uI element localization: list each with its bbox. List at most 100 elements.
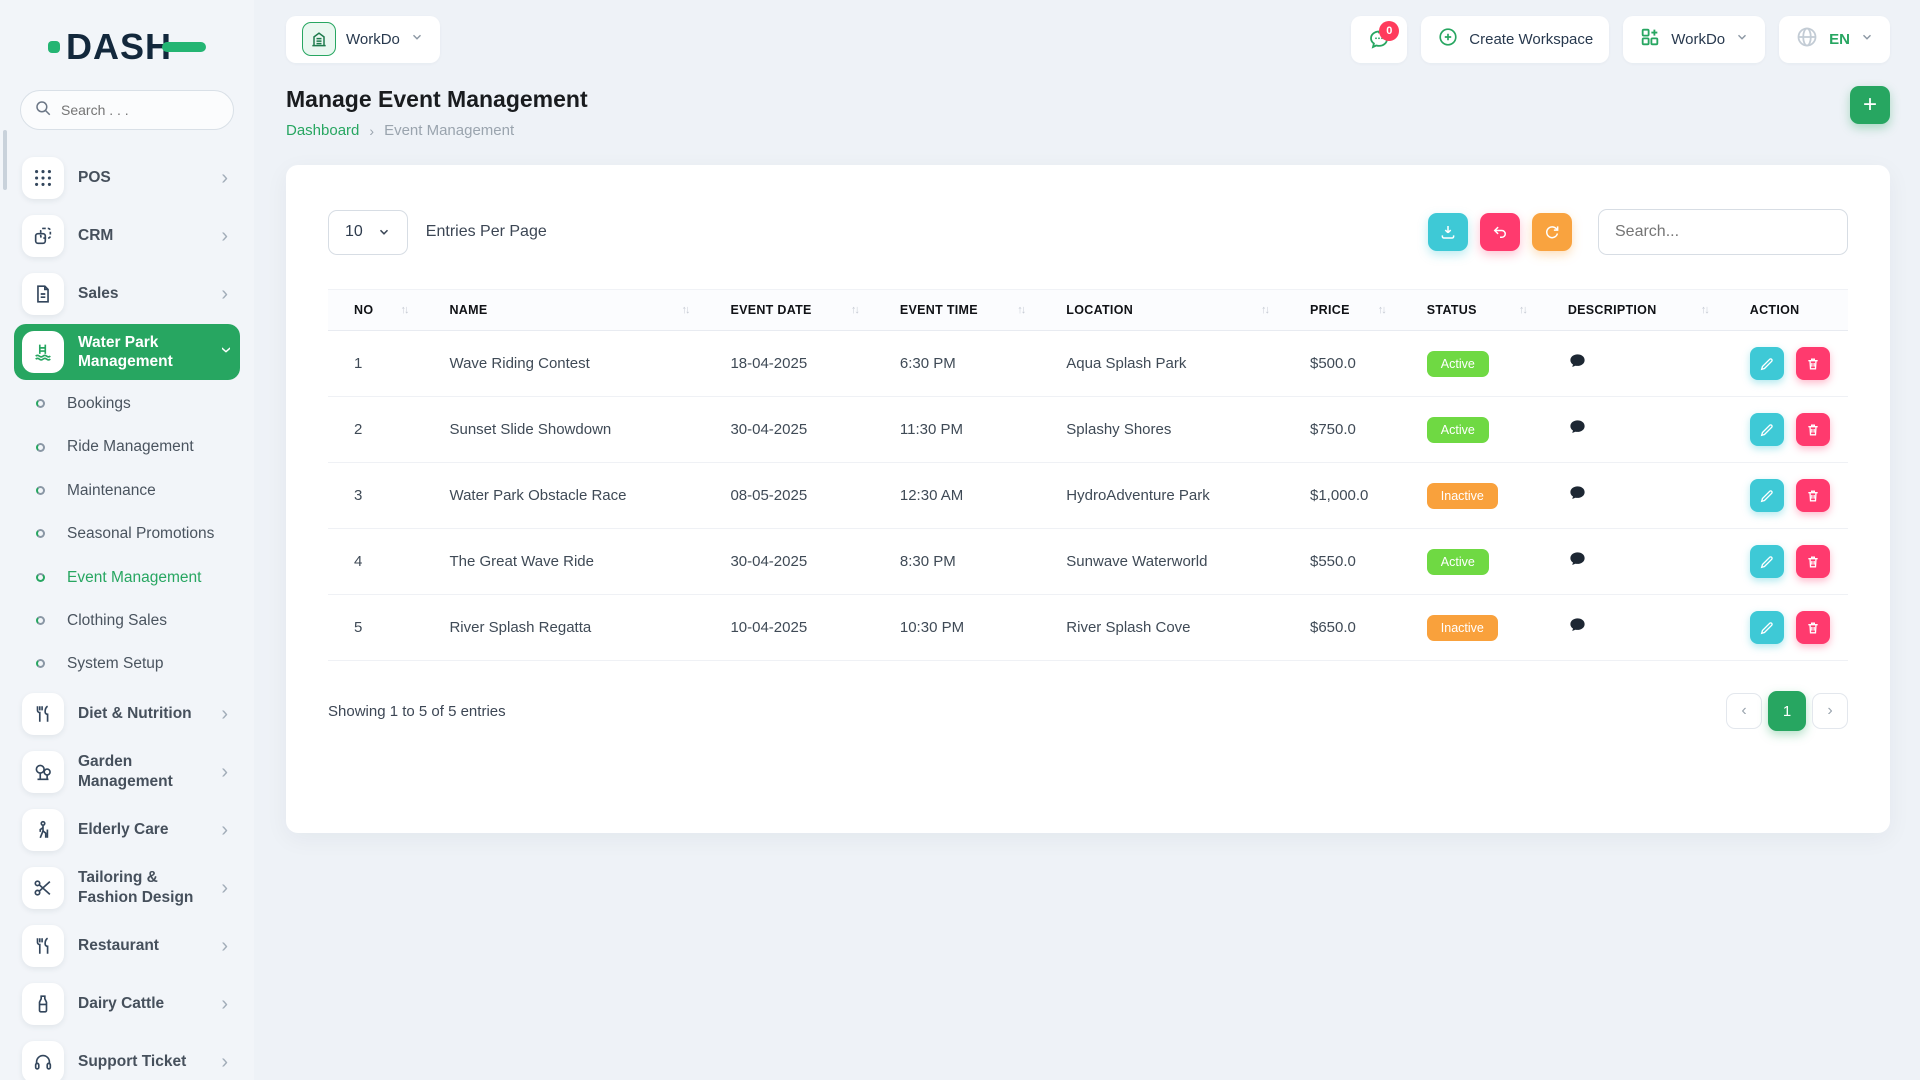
sidebar-item-bookings[interactable]: Bookings bbox=[14, 382, 240, 425]
breadcrumb-separator: › bbox=[369, 122, 375, 139]
sort-icon: ↑↓ bbox=[1518, 304, 1528, 316]
sidebar-item-tailoring-fashion-design[interactable]: Tailoring & Fashion Design › bbox=[14, 860, 240, 916]
cell-event-time: 8:30 PM bbox=[873, 528, 1041, 595]
column-header-event-date[interactable]: EVENT DATE ↑↓ bbox=[704, 289, 874, 331]
delete-button[interactable] bbox=[1795, 347, 1830, 380]
cell-status: Active bbox=[1400, 396, 1542, 463]
add-event-button[interactable]: + bbox=[1850, 86, 1890, 124]
cell-action bbox=[1723, 528, 1848, 595]
sidebar-item-clothing-sales[interactable]: Clothing Sales bbox=[14, 599, 240, 642]
workdo-menu-button[interactable]: WorkDo bbox=[1623, 15, 1766, 63]
cell-no: 1 bbox=[328, 330, 424, 397]
chevron-right-icon: › bbox=[221, 876, 228, 899]
pencil-icon bbox=[1760, 423, 1773, 436]
sort-icon: ↑↓ bbox=[850, 304, 860, 316]
sidebar-item-event-management[interactable]: Event Management bbox=[14, 556, 240, 599]
cell-action bbox=[1723, 396, 1848, 463]
table-row: 3 Water Park Obstacle Race 08-05-2025 12… bbox=[328, 462, 1848, 529]
pagination-next-button[interactable]: › bbox=[1812, 693, 1848, 729]
refresh-icon bbox=[1546, 226, 1559, 239]
sidebar-item-pos[interactable]: POS › bbox=[14, 150, 240, 206]
column-header-status[interactable]: STATUS ↑↓ bbox=[1400, 289, 1542, 331]
messages-button[interactable]: 0 bbox=[1351, 15, 1408, 63]
pos-grid-icon bbox=[22, 157, 64, 199]
cell-name: River Splash Regatta bbox=[423, 594, 705, 661]
sidebar-item-maintenance[interactable]: Maintenance bbox=[14, 469, 240, 512]
delete-button[interactable] bbox=[1795, 413, 1830, 446]
sidebar-item-sales[interactable]: Sales › bbox=[14, 266, 240, 322]
pagination-page-1[interactable]: 1 bbox=[1768, 691, 1806, 731]
refresh-button[interactable] bbox=[1532, 213, 1572, 251]
description-comment-icon[interactable] bbox=[1568, 550, 1587, 573]
delete-button[interactable] bbox=[1795, 545, 1830, 578]
chevron-right-icon: › bbox=[221, 167, 228, 189]
column-header-action[interactable]: ACTION bbox=[1723, 289, 1848, 331]
chevron-right-icon: › bbox=[215, 346, 238, 354]
column-header-price[interactable]: PRICE ↑↓ bbox=[1284, 289, 1401, 331]
description-comment-icon[interactable] bbox=[1568, 352, 1587, 375]
sidebar-scrollbar[interactable] bbox=[3, 130, 7, 190]
description-comment-icon[interactable] bbox=[1568, 616, 1587, 639]
edit-button[interactable] bbox=[1749, 479, 1784, 512]
table-search-input[interactable] bbox=[1598, 209, 1848, 255]
delete-button[interactable] bbox=[1795, 611, 1830, 644]
edit-button[interactable] bbox=[1749, 413, 1784, 446]
column-header-no[interactable]: NO ↑↓ bbox=[328, 289, 424, 331]
sidebar-item-support-ticket[interactable]: Support Ticket › bbox=[14, 1034, 240, 1080]
sidebar-item-elderly-care[interactable]: Elderly Care › bbox=[14, 802, 240, 858]
sidebar-item-dairy-cattle[interactable]: Dairy Cattle › bbox=[14, 976, 240, 1032]
grid-plus-icon bbox=[1639, 26, 1661, 52]
sidebar-item-garden-management[interactable]: Garden Management › bbox=[14, 744, 240, 800]
sort-icon: ↑↓ bbox=[400, 304, 409, 316]
sidebar-item-system-setup[interactable]: System Setup bbox=[14, 642, 240, 685]
workspace-selector[interactable]: WorkDo bbox=[286, 15, 440, 63]
sidebar-item-seasonal-promotions[interactable]: Seasonal Promotions bbox=[14, 512, 240, 555]
sidebar-item-ride-management[interactable]: Ride Management bbox=[14, 425, 240, 468]
create-workspace-button[interactable]: Create Workspace bbox=[1421, 15, 1610, 63]
globe-icon bbox=[1795, 25, 1819, 53]
water-park-icon bbox=[22, 331, 64, 373]
chevron-down-icon bbox=[379, 229, 388, 235]
column-header-location[interactable]: LOCATION ↑↓ bbox=[1040, 289, 1284, 331]
sort-icon: ↑↓ bbox=[1377, 304, 1387, 316]
edit-button[interactable] bbox=[1749, 611, 1784, 644]
sort-icon: ↑↓ bbox=[1261, 304, 1270, 316]
column-header-description[interactable]: DESCRIPTION ↑↓ bbox=[1541, 289, 1724, 331]
language-selector[interactable]: EN bbox=[1779, 15, 1890, 63]
entries-per-page-label: Entries Per Page bbox=[425, 223, 547, 240]
bullet-icon bbox=[36, 529, 45, 539]
breadcrumb-dashboard-link[interactable]: Dashboard bbox=[286, 122, 360, 139]
pagination-prev-button[interactable]: ‹ bbox=[1726, 693, 1762, 729]
edit-button[interactable] bbox=[1749, 545, 1784, 578]
cell-price: $550.0 bbox=[1284, 528, 1401, 595]
entries-per-page-select[interactable]: 10 bbox=[328, 209, 408, 255]
column-header-name[interactable]: NAME ↑↓ bbox=[423, 289, 705, 331]
sidebar-item-water-park-management[interactable]: Water Park Management › bbox=[14, 324, 240, 380]
sidebar-item-diet-nutrition[interactable]: Diet & Nutrition › bbox=[14, 686, 240, 742]
cell-event-date: 10-04-2025 bbox=[704, 594, 874, 661]
column-header-event-time[interactable]: EVENT TIME ↑↓ bbox=[873, 289, 1041, 331]
trees-icon bbox=[22, 750, 64, 793]
description-comment-icon[interactable] bbox=[1568, 484, 1587, 507]
sidebar-item-crm[interactable]: CRM › bbox=[14, 208, 240, 264]
app-logo[interactable]: DASH bbox=[0, 18, 254, 76]
cell-location: Sunwave Waterworld bbox=[1040, 528, 1284, 595]
status-badge: Active bbox=[1426, 350, 1489, 377]
sidebar-search-input[interactable] bbox=[20, 90, 234, 130]
logo-dot bbox=[47, 41, 60, 53]
pagination: ‹ 1 › bbox=[1726, 691, 1848, 731]
delete-button[interactable] bbox=[1795, 479, 1830, 512]
description-comment-icon[interactable] bbox=[1568, 418, 1587, 441]
table-row: 5 River Splash Regatta 10-04-2025 10:30 … bbox=[328, 594, 1848, 661]
card-footer: Showing 1 to 5 of 5 entries ‹ 1 › bbox=[328, 691, 1848, 731]
cell-no: 3 bbox=[328, 462, 424, 529]
sidebar-item-restaurant[interactable]: Restaurant › bbox=[14, 918, 240, 974]
download-icon bbox=[1441, 226, 1455, 239]
edit-button[interactable] bbox=[1749, 347, 1784, 380]
export-download-button[interactable] bbox=[1428, 213, 1468, 251]
cell-description bbox=[1541, 462, 1724, 529]
reset-button[interactable] bbox=[1480, 213, 1520, 251]
walking-person-icon bbox=[22, 808, 64, 851]
cell-event-date: 18-04-2025 bbox=[704, 330, 874, 397]
cell-status: Active bbox=[1400, 528, 1542, 595]
